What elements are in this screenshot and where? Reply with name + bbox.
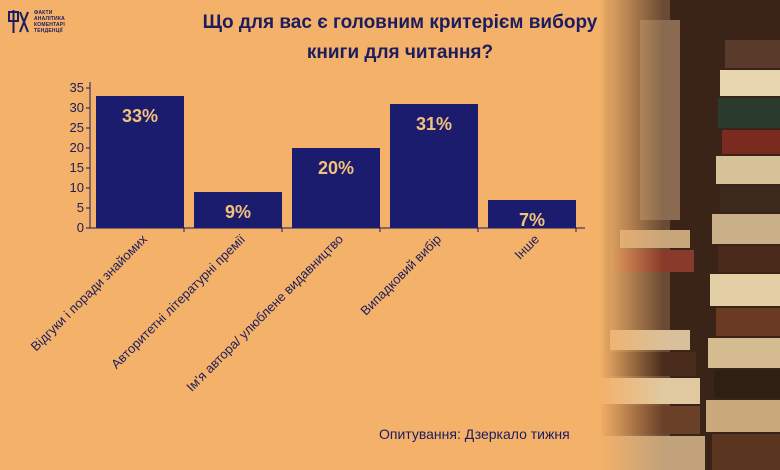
bar-chart: 0 5 10 15 20 25 30 35 33% Відгуки і поради знайом… xyxy=(28,80,585,395)
y-tick-label: 15 xyxy=(70,160,84,175)
logo-line: ФАКТИ xyxy=(34,10,53,16)
bar-value-label: 31% xyxy=(416,114,452,134)
x-tick-label: Відгуки і поради знайомих xyxy=(28,231,151,354)
logo-line: АНАЛІТИКА xyxy=(34,16,65,22)
logo: ФАКТИ АНАЛІТИКА КОМЕНТАРІ ТЕНДЕНЦІЇ xyxy=(8,10,65,34)
y-tick-label: 35 xyxy=(70,80,84,95)
y-tick-label: 25 xyxy=(70,120,84,135)
bar-value-label: 9% xyxy=(225,202,251,222)
source-note: Опитування: Дзеркало тижня xyxy=(379,426,570,442)
chart-title-line: книги для читання? xyxy=(306,42,494,63)
chart-title: Що для вас є головним критерієм вибору к… xyxy=(150,8,650,68)
bar xyxy=(96,96,184,228)
bar-value-label: 20% xyxy=(318,158,354,178)
y-tick-label: 30 xyxy=(70,100,84,115)
bar-value-label: 7% xyxy=(519,210,545,230)
logo-line: КОМЕНТАРІ xyxy=(34,22,65,28)
bar xyxy=(488,200,576,228)
bar-value-label: 33% xyxy=(122,106,158,126)
x-tick-label: Випадковий вибір xyxy=(357,232,444,319)
logo-text: ФАКТИ АНАЛІТИКА КОМЕНТАРІ ТЕНДЕНЦІЇ xyxy=(34,10,65,34)
y-tick-label: 10 xyxy=(70,180,84,195)
logo-line: ТЕНДЕНЦІЇ xyxy=(34,28,63,34)
bar xyxy=(194,192,282,228)
x-tick-label: Інше xyxy=(511,232,542,263)
bar xyxy=(292,148,380,228)
books-stack-image xyxy=(600,0,780,470)
y-tick-label: 20 xyxy=(70,140,84,155)
fakt-logo-icon xyxy=(8,10,29,33)
y-tick-label: 0 xyxy=(77,220,84,235)
y-tick-label: 5 xyxy=(77,200,84,215)
chart-title-line: Що для вас є головним критерієм вибору xyxy=(202,12,598,33)
bar xyxy=(390,104,478,228)
x-tick-label: Ім'я автора/ улюблене видавництво xyxy=(183,232,346,395)
